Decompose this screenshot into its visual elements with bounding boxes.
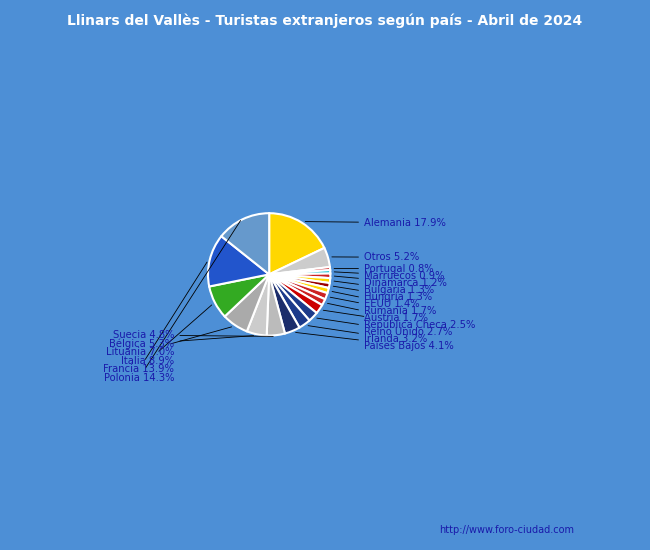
Text: Bélgica 5.3%: Bélgica 5.3% [109, 336, 254, 349]
Text: Francia 13.9%: Francia 13.9% [103, 262, 207, 375]
Wedge shape [269, 267, 330, 274]
Text: Lituania 7.0%: Lituania 7.0% [106, 327, 231, 358]
Wedge shape [208, 236, 269, 287]
Text: Marruecos 0.9%: Marruecos 0.9% [334, 271, 445, 281]
Text: Austria 1.7%: Austria 1.7% [328, 304, 428, 323]
Wedge shape [269, 270, 330, 274]
Wedge shape [269, 274, 300, 333]
Wedge shape [269, 274, 330, 288]
Text: Rumanía 1.7%: Rumanía 1.7% [330, 297, 436, 316]
Wedge shape [269, 274, 330, 283]
Wedge shape [269, 274, 317, 321]
Text: Llinars del Vallès - Turistas extranjeros según país - Abril de 2024: Llinars del Vallès - Turistas extranjero… [68, 13, 582, 28]
Wedge shape [247, 274, 269, 336]
Wedge shape [269, 274, 329, 293]
Text: Bulgaria 1.3%: Bulgaria 1.3% [334, 281, 434, 295]
Wedge shape [269, 213, 324, 274]
Text: Alemania 17.9%: Alemania 17.9% [306, 218, 446, 228]
Wedge shape [222, 213, 269, 274]
Text: Portugal 0.8%: Portugal 0.8% [334, 263, 434, 273]
Text: Países Bajos 4.1%: Países Bajos 4.1% [296, 332, 454, 351]
Text: EEUU 1.4%: EEUU 1.4% [332, 292, 420, 309]
Text: Reino Unido 2.7%: Reino Unido 2.7% [317, 318, 452, 337]
Wedge shape [269, 274, 325, 305]
Wedge shape [266, 274, 285, 336]
Wedge shape [209, 274, 269, 316]
Wedge shape [269, 273, 330, 278]
Wedge shape [225, 274, 269, 331]
Text: Suecia 4.8%: Suecia 4.8% [113, 330, 273, 340]
Wedge shape [269, 248, 330, 274]
Text: Irlanda 3.2%: Irlanda 3.2% [308, 326, 427, 344]
Wedge shape [269, 274, 328, 299]
Text: http://www.foro-ciudad.com: http://www.foro-ciudad.com [439, 525, 575, 535]
Wedge shape [269, 274, 322, 313]
Text: Dinamarca 1.2%: Dinamarca 1.2% [334, 276, 447, 288]
Text: Italia 8.9%: Italia 8.9% [122, 305, 212, 366]
Text: Hungría 1.3%: Hungría 1.3% [333, 286, 432, 302]
Text: Polonia 14.3%: Polonia 14.3% [104, 221, 240, 383]
Text: Otros 5.2%: Otros 5.2% [332, 252, 419, 262]
Wedge shape [269, 274, 309, 328]
Text: República Checa 2.5%: República Checa 2.5% [323, 310, 475, 330]
